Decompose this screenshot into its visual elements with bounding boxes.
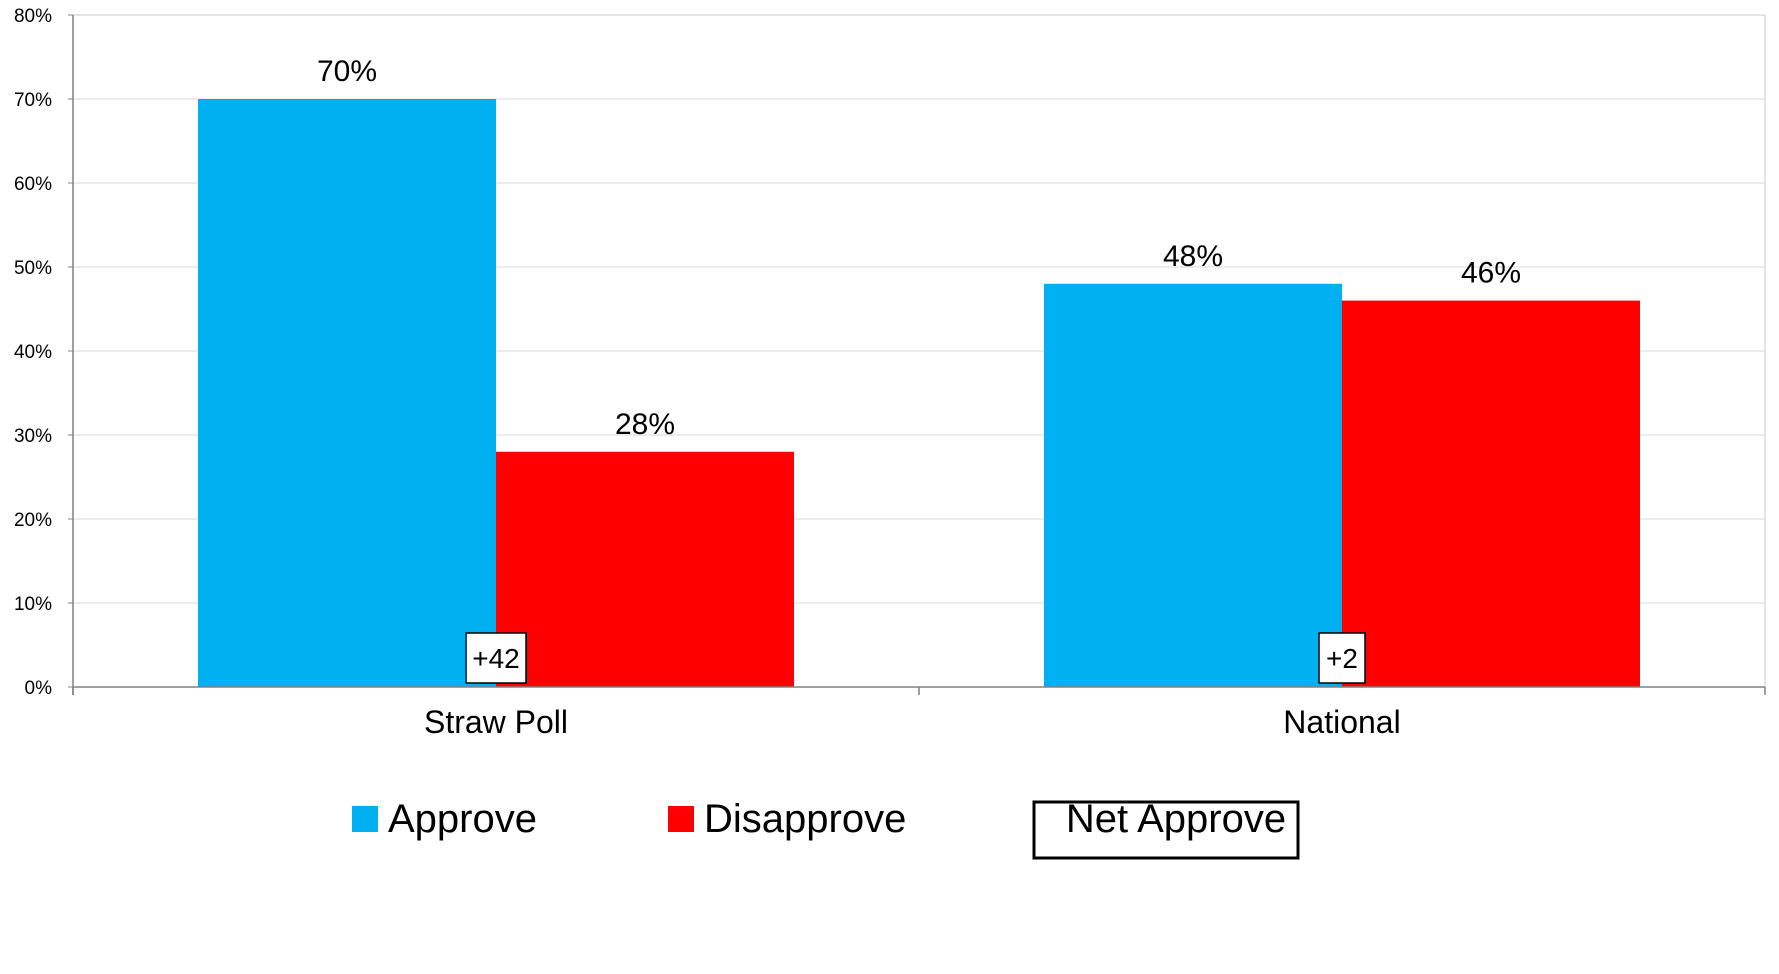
data-label-approve: 48% bbox=[1163, 240, 1223, 273]
legend: Approve Disapprove Net Approve bbox=[352, 797, 1300, 860]
data-label-disapprove: 28% bbox=[615, 408, 675, 441]
legend-label-approve: Approve bbox=[388, 797, 537, 841]
legend-label-net-approve: Net Approve bbox=[1066, 797, 1286, 841]
bars bbox=[198, 99, 1640, 687]
y-tick-label: 80% bbox=[14, 6, 52, 27]
legend-label-disapprove: Disapprove bbox=[704, 797, 906, 841]
y-axis: 0% 10% 20% 30% 40% 50% 60% 70% 80% bbox=[14, 6, 74, 699]
bar-approve-straw-poll bbox=[198, 99, 496, 687]
y-tick-label: 0% bbox=[25, 678, 53, 699]
net-approve-box bbox=[465, 632, 527, 684]
legend-net-approve-box bbox=[1032, 800, 1300, 860]
data-label-approve: 70% bbox=[317, 55, 377, 88]
y-tick-label: 10% bbox=[14, 594, 52, 615]
x-category-label: National bbox=[1283, 704, 1400, 740]
legend-swatch-approve bbox=[352, 806, 378, 832]
y-tick-label: 60% bbox=[14, 174, 52, 195]
net-approve-box bbox=[1318, 632, 1366, 684]
x-category-label: Straw Poll bbox=[424, 704, 568, 740]
net-approve-label: +42 bbox=[472, 643, 520, 674]
data-labels: 70% 28% +42 48% 46% +2 bbox=[317, 55, 1521, 684]
y-tick-label: 30% bbox=[14, 426, 52, 447]
y-tick-label: 70% bbox=[14, 90, 52, 111]
net-approve-label: +2 bbox=[1326, 643, 1358, 674]
x-axis: Straw Poll National bbox=[72, 686, 1766, 740]
data-label-disapprove: 46% bbox=[1461, 257, 1521, 290]
y-tick-label: 40% bbox=[14, 342, 52, 363]
y-tick-label: 50% bbox=[14, 258, 52, 279]
bar-disapprove-straw-poll bbox=[496, 451, 794, 687]
bar-disapprove-national bbox=[1342, 300, 1640, 687]
y-tick-label: 20% bbox=[14, 510, 52, 531]
legend-swatch-disapprove bbox=[668, 806, 694, 832]
bar-approve-national bbox=[1044, 283, 1342, 687]
